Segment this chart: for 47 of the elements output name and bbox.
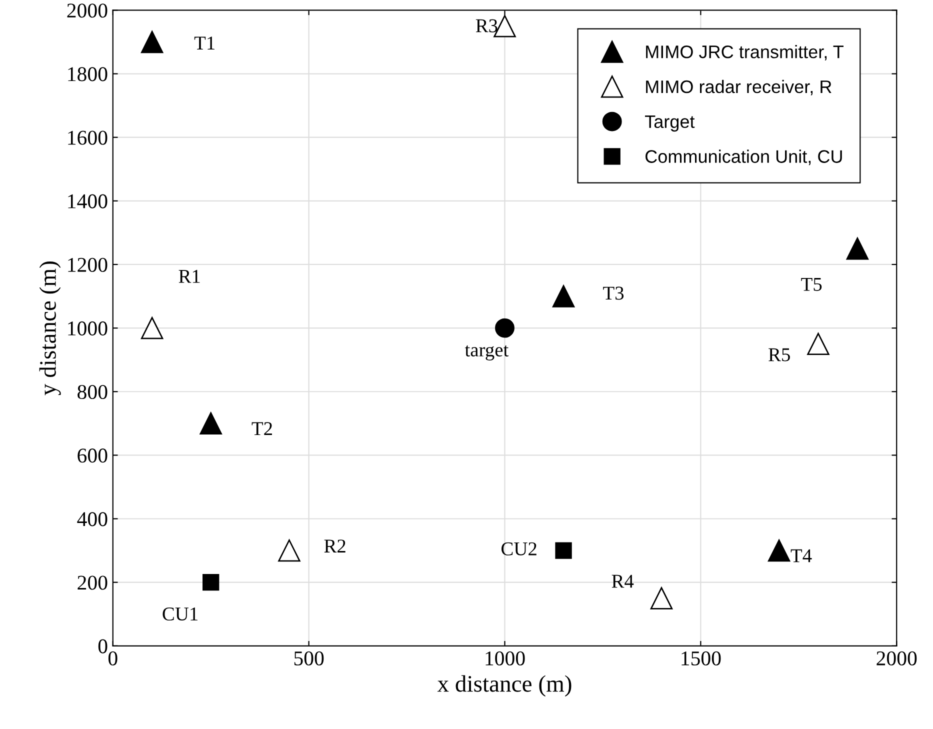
point — [768, 539, 790, 562]
annotation: T5 — [801, 278, 822, 291]
point — [807, 332, 830, 356]
y-tick-label: 2000 — [67, 4, 108, 18]
y-tick-label: 1400 — [68, 194, 108, 208]
legend-label: Target — [645, 115, 695, 132]
y-tick-label: 1000 — [68, 321, 108, 336]
annotation: CU1 — [162, 607, 198, 621]
x-axis-title: x distance (m) — [437, 675, 572, 697]
annotation: T3 — [603, 286, 624, 300]
x-tick-label: 1500 — [682, 651, 721, 666]
point — [846, 237, 869, 260]
y-tick-label: 1800 — [68, 67, 108, 82]
annotation: CU2 — [502, 542, 536, 556]
annotation: T2 — [252, 422, 272, 436]
x-tick-label: 2000 — [876, 651, 917, 666]
point — [552, 285, 575, 308]
point — [278, 539, 300, 562]
annotation: R3 — [476, 19, 498, 32]
annotation: R4 — [612, 574, 634, 588]
legend-label: MIMO radar receiver, R — [646, 80, 832, 96]
y-tick-label: 600 — [78, 448, 108, 463]
x-tick-label: 1000 — [486, 651, 525, 666]
x-tick-label: 500 — [294, 651, 324, 666]
y-tick-label: 1600 — [68, 130, 108, 145]
point — [140, 316, 164, 340]
point — [140, 30, 164, 54]
point — [650, 587, 673, 610]
annotation: T4 — [790, 549, 812, 562]
y-tick-label: 1200 — [68, 258, 108, 272]
x-tick-label: 0 — [108, 651, 118, 666]
point — [555, 542, 572, 559]
legend-label: MIMO JRC transmitter, T — [646, 45, 844, 60]
annotation: target — [464, 345, 509, 360]
point — [202, 574, 220, 591]
y-tick-label: 400 — [77, 512, 108, 526]
y-tick-label: 800 — [78, 384, 108, 400]
point — [200, 412, 222, 435]
annotation: R2 — [324, 540, 346, 552]
point — [495, 318, 514, 338]
legend-label: Communication Unit, CU — [646, 150, 842, 166]
annotation: T1 — [194, 36, 214, 50]
annotation: R5 — [768, 348, 790, 362]
y-tick-label: 200 — [78, 576, 108, 590]
y-tick-label: 0 — [98, 639, 108, 654]
y-axis-title: y distance (m) — [39, 262, 61, 396]
annotation: R1 — [178, 270, 200, 283]
